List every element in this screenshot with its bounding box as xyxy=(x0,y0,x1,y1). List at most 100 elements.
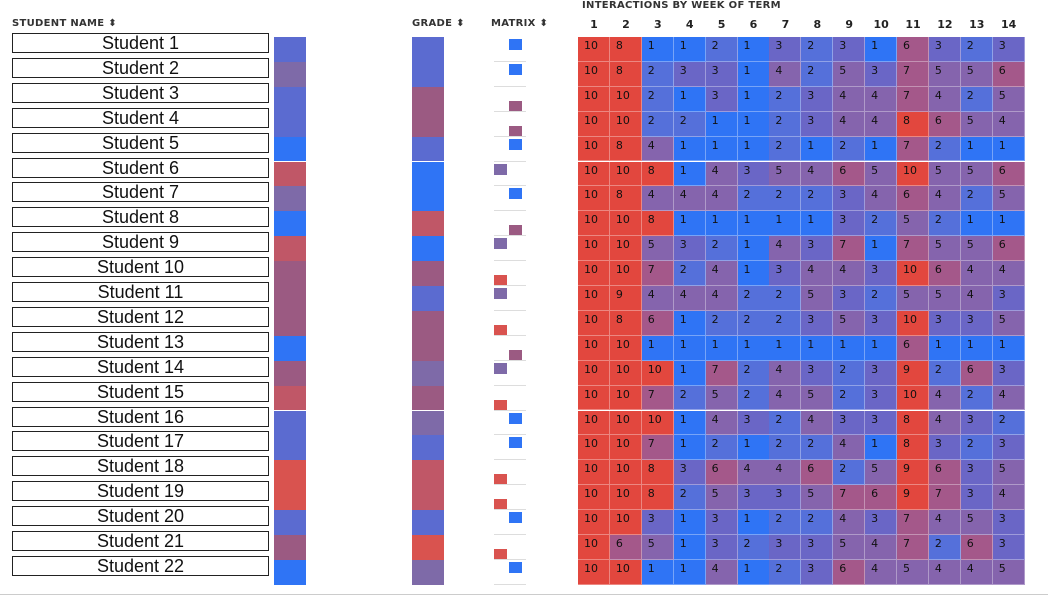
interaction-cell[interactable]: 4 xyxy=(928,410,961,436)
interaction-cell[interactable]: 10 xyxy=(578,510,610,535)
student-name-cell[interactable]: Student 17 xyxy=(12,431,269,452)
interaction-cell[interactable]: 5 xyxy=(801,385,834,411)
interaction-cell[interactable]: 2 xyxy=(865,211,898,237)
interaction-cell[interactable]: 4 xyxy=(833,261,866,286)
interaction-cell[interactable]: 10 xyxy=(578,111,610,137)
interaction-cell[interactable]: 4 xyxy=(705,410,738,436)
interaction-cell[interactable]: 7 xyxy=(897,535,929,560)
interaction-cell[interactable]: 4 xyxy=(705,261,738,286)
interaction-cell[interactable]: 5 xyxy=(992,460,1025,486)
student-name-cell[interactable]: Student 10 xyxy=(12,257,269,278)
interaction-cell[interactable]: 10 xyxy=(578,236,610,262)
interaction-cell[interactable]: 2 xyxy=(769,559,802,585)
interaction-cell[interactable]: 2 xyxy=(833,136,866,162)
interaction-cell[interactable]: 5 xyxy=(705,485,738,511)
interaction-cell[interactable]: 1 xyxy=(865,335,898,361)
interaction-cell[interactable]: 8 xyxy=(609,310,642,336)
interaction-cell[interactable]: 10 xyxy=(578,485,610,511)
interaction-cell[interactable]: 1 xyxy=(641,335,674,361)
interaction-cell[interactable]: 5 xyxy=(833,310,866,336)
interaction-cell[interactable]: 1 xyxy=(737,111,770,137)
interaction-cell[interactable]: 5 xyxy=(960,61,993,87)
interaction-cell[interactable]: 3 xyxy=(641,510,674,535)
interaction-cell[interactable]: 2 xyxy=(673,111,706,137)
student-name-cell[interactable]: Student 11 xyxy=(12,282,269,302)
interaction-cell[interactable]: 6 xyxy=(801,460,834,486)
interaction-cell[interactable]: 6 xyxy=(928,111,961,137)
interaction-cell[interactable]: 7 xyxy=(641,261,674,286)
interaction-cell[interactable]: 3 xyxy=(928,310,961,336)
interaction-cell[interactable]: 10 xyxy=(609,385,642,411)
interaction-cell[interactable]: 5 xyxy=(992,559,1025,585)
interaction-cell[interactable]: 1 xyxy=(865,435,898,461)
interaction-cell[interactable]: 5 xyxy=(833,535,866,560)
interaction-cell[interactable]: 1 xyxy=(673,535,706,560)
interaction-cell[interactable]: 3 xyxy=(865,360,898,386)
interaction-cell[interactable]: 1 xyxy=(865,136,898,162)
sort-icon[interactable]: ⬍ xyxy=(108,18,117,29)
interaction-cell[interactable]: 4 xyxy=(641,286,674,311)
interaction-cell[interactable]: 4 xyxy=(833,86,866,112)
interaction-cell[interactable]: 6 xyxy=(705,460,738,486)
interaction-cell[interactable]: 1 xyxy=(737,211,770,237)
interaction-cell[interactable]: 10 xyxy=(578,535,610,560)
interaction-cell[interactable]: 6 xyxy=(609,535,642,560)
interaction-cell[interactable]: 7 xyxy=(705,360,738,386)
interaction-cell[interactable]: 2 xyxy=(960,186,993,212)
interaction-cell[interactable]: 3 xyxy=(833,211,866,237)
interaction-cell[interactable]: 1 xyxy=(865,37,898,62)
interaction-cell[interactable]: 7 xyxy=(897,136,929,162)
interaction-cell[interactable]: 5 xyxy=(897,286,929,311)
interaction-cell[interactable]: 3 xyxy=(769,37,802,62)
interaction-cell[interactable]: 1 xyxy=(960,136,993,162)
interaction-cell[interactable]: 10 xyxy=(578,360,610,386)
student-name-cell[interactable]: Student 7 xyxy=(12,182,269,203)
interaction-cell[interactable]: 2 xyxy=(769,435,802,461)
interaction-cell[interactable]: 10 xyxy=(609,86,642,112)
interaction-cell[interactable]: 10 xyxy=(609,261,642,286)
student-name-cell[interactable]: Student 9 xyxy=(12,232,269,253)
interaction-cell[interactable]: 1 xyxy=(737,559,770,585)
interaction-cell[interactable]: 8 xyxy=(897,435,929,461)
interaction-cell[interactable]: 10 xyxy=(609,410,642,436)
interaction-cell[interactable]: 1 xyxy=(641,37,674,62)
interaction-cell[interactable]: 3 xyxy=(673,61,706,87)
interaction-cell[interactable]: 3 xyxy=(833,286,866,311)
interaction-cell[interactable]: 3 xyxy=(769,535,802,560)
interaction-cell[interactable]: 3 xyxy=(865,310,898,336)
interaction-cell[interactable]: 3 xyxy=(737,485,770,511)
interaction-cell[interactable]: 10 xyxy=(641,360,674,386)
interaction-cell[interactable]: 1 xyxy=(833,335,866,361)
interaction-cell[interactable]: 5 xyxy=(928,236,961,262)
interaction-cell[interactable]: 8 xyxy=(641,211,674,237)
interaction-cell[interactable]: 7 xyxy=(897,510,929,535)
interaction-cell[interactable]: 8 xyxy=(641,485,674,511)
student-name-cell[interactable]: Student 18 xyxy=(12,456,269,477)
interaction-cell[interactable]: 2 xyxy=(801,510,834,535)
student-name-cell[interactable]: Student 5 xyxy=(12,132,269,153)
interaction-cell[interactable]: 7 xyxy=(897,61,929,87)
interaction-cell[interactable]: 4 xyxy=(801,261,834,286)
interaction-cell[interactable]: 10 xyxy=(897,310,929,336)
interaction-cell[interactable]: 1 xyxy=(737,261,770,286)
interaction-cell[interactable]: 5 xyxy=(928,61,961,87)
interaction-cell[interactable]: 8 xyxy=(897,111,929,137)
interaction-cell[interactable]: 6 xyxy=(992,161,1025,187)
interaction-cell[interactable]: 2 xyxy=(801,435,834,461)
interaction-cell[interactable]: 10 xyxy=(609,485,642,511)
interaction-cell[interactable]: 5 xyxy=(769,161,802,187)
interaction-cell[interactable]: 6 xyxy=(897,37,929,62)
interaction-cell[interactable]: 10 xyxy=(609,460,642,486)
interaction-cell[interactable]: 2 xyxy=(705,37,738,62)
interaction-cell[interactable]: 10 xyxy=(609,111,642,137)
interaction-cell[interactable]: 3 xyxy=(705,86,738,112)
interaction-cell[interactable]: 4 xyxy=(992,485,1025,511)
interaction-cell[interactable]: 10 xyxy=(578,37,610,62)
interaction-cell[interactable]: 10 xyxy=(609,360,642,386)
interaction-cell[interactable]: 4 xyxy=(865,86,898,112)
interaction-cell[interactable]: 4 xyxy=(960,261,993,286)
interaction-cell[interactable]: 3 xyxy=(833,37,866,62)
interaction-cell[interactable]: 10 xyxy=(609,435,642,461)
interaction-cell[interactable]: 1 xyxy=(705,136,738,162)
interaction-cell[interactable]: 2 xyxy=(737,286,770,311)
